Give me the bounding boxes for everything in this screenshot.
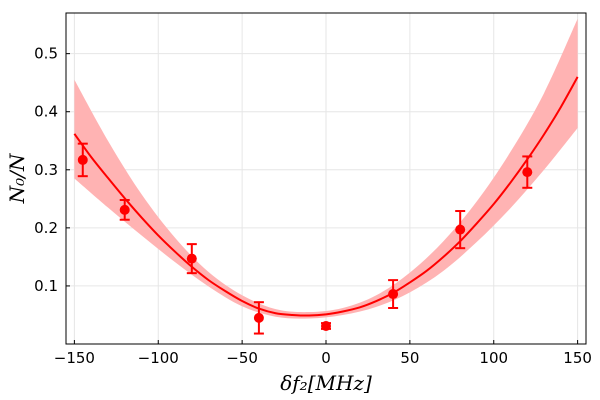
data-point bbox=[186, 243, 197, 275]
y-tick-label: 0.5 bbox=[34, 45, 58, 63]
x-axis-ticks: −150 −100 −50 0 50 100 150 bbox=[54, 340, 592, 367]
data-marker bbox=[388, 289, 399, 300]
data-marker bbox=[321, 320, 331, 331]
y-tick-label: 0.3 bbox=[34, 161, 58, 179]
x-tick-label: −150 bbox=[54, 349, 95, 367]
x-tick-label: 50 bbox=[400, 349, 419, 367]
data-point bbox=[77, 142, 88, 178]
data-point bbox=[253, 301, 264, 335]
fit-curve bbox=[73, 76, 579, 317]
data-marker bbox=[522, 167, 533, 178]
data-marker bbox=[119, 204, 130, 215]
data-point bbox=[119, 198, 130, 221]
x-tick-label: 150 bbox=[563, 349, 592, 367]
data-marker bbox=[77, 154, 88, 165]
y-tick-label: 0.4 bbox=[34, 103, 58, 121]
data-point bbox=[455, 210, 466, 250]
x-tick-label: 0 bbox=[321, 349, 331, 367]
y-axis-ticks: 0.1 0.2 0.3 0.4 0.5 bbox=[34, 45, 70, 295]
confidence-band-layer bbox=[74, 18, 578, 319]
x-tick-label: 100 bbox=[479, 349, 508, 367]
confidence-band bbox=[74, 18, 578, 319]
x-axis-label: δf₂[MHz] bbox=[280, 371, 372, 395]
data-marker bbox=[186, 253, 197, 264]
data-points-layer bbox=[77, 142, 533, 335]
data-marker bbox=[455, 224, 466, 235]
data-marker bbox=[253, 312, 264, 323]
y-tick-label: 0.2 bbox=[34, 219, 58, 237]
fit-curve-layer bbox=[73, 76, 579, 317]
x-tick-label: −50 bbox=[226, 349, 258, 367]
x-tick-label: −100 bbox=[138, 349, 179, 367]
y-axis-label: N₀/N bbox=[5, 152, 29, 204]
data-point bbox=[388, 279, 399, 309]
data-point bbox=[321, 320, 331, 331]
data-point bbox=[522, 155, 533, 189]
y-tick-label: 0.1 bbox=[34, 277, 58, 295]
